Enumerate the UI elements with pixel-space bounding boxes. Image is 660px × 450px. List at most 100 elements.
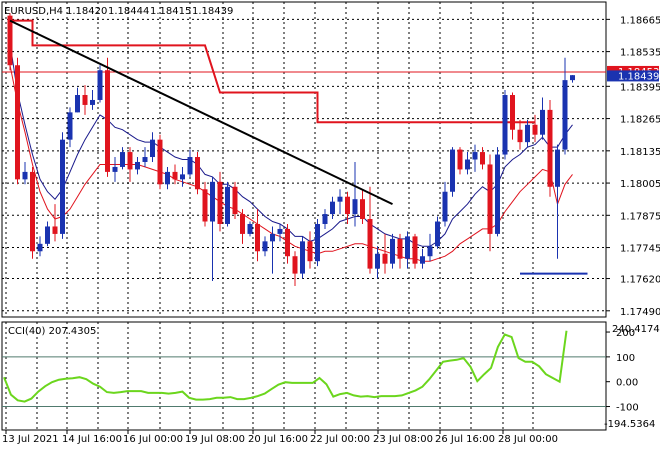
candle-body [375,253,380,269]
candle-body [187,157,193,175]
candle [472,144,478,172]
candle-body [97,70,103,100]
fast-ma-line [9,42,573,247]
candle [375,246,380,279]
candle [510,92,515,140]
candle-body [7,15,13,66]
candle-body [30,171,35,252]
candle [532,114,538,143]
candle [457,147,463,175]
candle-body [510,95,515,130]
candle [277,223,283,242]
candle-body [292,256,298,274]
candle-body [465,159,470,170]
candle [90,90,95,110]
candle-body [150,139,155,158]
candle [232,181,238,220]
candle-body [90,99,95,105]
candle-body [525,124,530,143]
cci-indicator-label: CCI(40) 207.4305 [8,326,96,337]
x-tick-label: 23 Jul 08:00 [373,434,433,445]
candle [525,119,530,148]
candle [30,166,35,259]
candle [105,57,110,177]
candle-body [67,112,73,140]
candle [367,186,373,274]
candle-body [195,157,200,190]
candle-body [37,243,43,252]
resistance-step-line [10,19,535,124]
candle [345,191,350,224]
ohlc-low: 1.18415 [150,6,191,17]
y-tick-label: 1.18005 [620,179,660,190]
candle [60,132,65,239]
candle [142,147,148,167]
candle [450,147,455,197]
candle-body [330,201,335,215]
candle-body [307,241,313,262]
candle [135,157,140,175]
candle [465,152,470,175]
candle-body [240,214,245,234]
cci-scale-top: 240.4174 [612,324,660,335]
candle-body [397,238,403,259]
candle-body [157,139,163,185]
candle [390,233,395,269]
candle [442,181,448,227]
candle-body [277,228,283,234]
candle [337,189,343,215]
x-tick-label: 28 Jul 00:00 [498,434,558,445]
candle-body [22,171,28,180]
price-panel-frame [1,1,607,318]
candle-body [337,196,343,202]
candle-body [562,80,568,150]
current-price-tag: 1.18439 [618,71,659,82]
candle-body [457,149,463,170]
y-tick-label: 1.18535 [620,48,660,59]
y-tick-label: 1.17745 [620,244,660,255]
candle-body [180,174,185,180]
candle-body [45,226,50,244]
candle [517,119,523,150]
price-panel[interactable]: 1.18665 1.18535 1.18395 1.18265 1.18135 1.180… [1,1,660,318]
candle-body [60,139,65,234]
candle [315,219,320,267]
candle-body [495,154,500,234]
candle [172,164,178,185]
candle-body [427,246,433,257]
candle [382,233,388,274]
x-tick-label: 20 Jul 16:00 [248,434,308,445]
cci-y-tick-label: 0.00 [616,378,638,389]
ohlc-high: 1.18444 [108,6,149,17]
candle [202,181,208,227]
x-tick-label: 13 Jul 2021 [2,434,59,445]
cci-y-tick-label: 100 [616,353,635,364]
cci-y-tick-label: 200 [616,328,635,339]
candle [562,57,568,155]
cci-panel-frame [1,321,607,431]
candle-body [480,152,485,165]
candle-body [382,253,388,264]
candle [195,152,200,195]
candle-body [502,95,508,155]
candle-body [217,181,223,224]
candle-body [15,65,20,180]
cci-panel[interactable]: 200 100 0.00 -100 240.4174 -194.5364 [1,321,660,431]
candle [487,154,493,252]
candle [570,75,575,83]
candle [412,233,418,269]
candle-body [135,161,140,170]
candle [7,13,13,71]
candle [150,132,155,162]
x-tick-label: 19 Jul 08:00 [185,434,245,445]
y-tick-label: 1.17490 [620,307,660,318]
candle-body [570,75,575,81]
candle-body [172,171,178,180]
candle-body [112,166,118,172]
candle-body [52,226,58,234]
candle-body [262,241,268,252]
cci-y-tick-label: -100 [616,403,639,414]
candle-body [352,199,358,215]
candle [247,221,253,237]
